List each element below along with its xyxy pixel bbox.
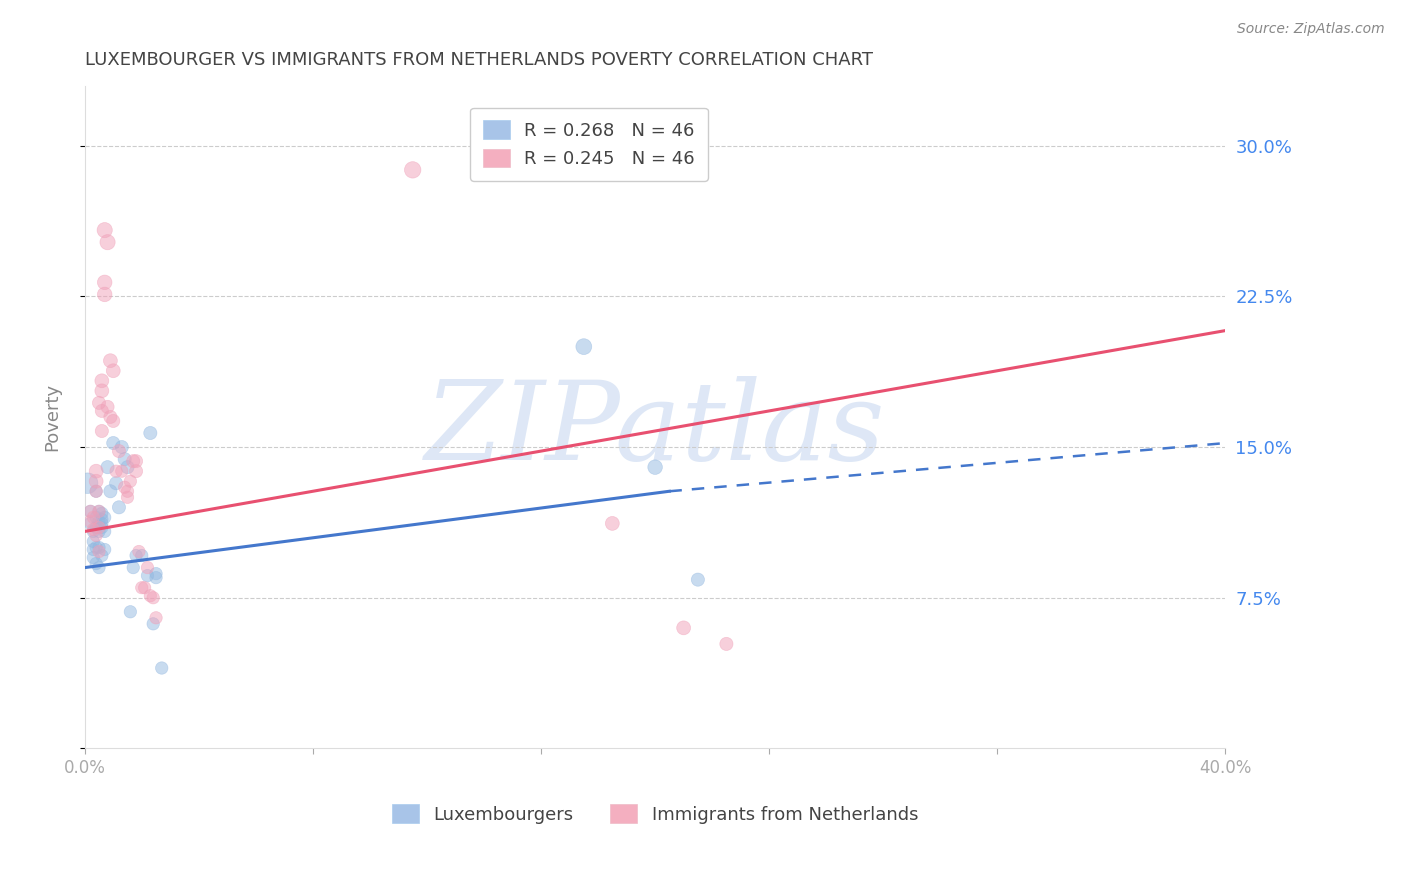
Text: Source: ZipAtlas.com: Source: ZipAtlas.com: [1237, 22, 1385, 37]
Point: [117, 484, 139, 499]
Y-axis label: Poverty: Poverty: [44, 383, 60, 451]
Point: [82, 534, 104, 549]
Point: [108, 444, 131, 458]
Point: [84, 557, 107, 571]
Point: [103, 436, 125, 450]
Point: [716, 637, 738, 651]
Point: [111, 464, 134, 478]
Point: [142, 616, 165, 631]
Point: [136, 560, 159, 574]
Point: [100, 409, 122, 424]
Point: [145, 566, 167, 581]
Point: [90, 374, 112, 388]
Point: [82, 542, 104, 557]
Point: [79, 504, 101, 518]
Point: [79, 515, 101, 529]
Point: [79, 504, 101, 518]
Point: [90, 384, 112, 398]
Point: [100, 353, 122, 368]
Point: [134, 581, 156, 595]
Point: [125, 464, 148, 478]
Point: [87, 560, 110, 574]
Point: [93, 223, 115, 237]
Point: [120, 474, 142, 488]
Point: [114, 452, 136, 467]
Point: [103, 414, 125, 428]
Point: [111, 440, 134, 454]
Point: [93, 542, 115, 557]
Point: [644, 460, 666, 475]
Text: LUXEMBOURGER VS IMMIGRANTS FROM NETHERLANDS POVERTY CORRELATION CHART: LUXEMBOURGER VS IMMIGRANTS FROM NETHERLA…: [84, 51, 873, 69]
Point: [96, 400, 118, 414]
Point: [84, 484, 107, 499]
Point: [82, 523, 104, 537]
Point: [122, 560, 145, 574]
Point: [108, 500, 131, 515]
Point: [84, 520, 107, 534]
Point: [131, 549, 153, 563]
Point: [84, 528, 107, 542]
Point: [76, 476, 98, 491]
Point: [125, 549, 148, 563]
Point: [90, 512, 112, 526]
Point: [87, 520, 110, 534]
Point: [145, 571, 167, 585]
Point: [82, 510, 104, 524]
Point: [139, 425, 162, 440]
Point: [93, 276, 115, 290]
Point: [90, 404, 112, 418]
Point: [572, 340, 595, 354]
Point: [82, 550, 104, 565]
Point: [602, 516, 624, 531]
Legend: Luxembourgers, Immigrants from Netherlands: Luxembourgers, Immigrants from Netherlan…: [385, 797, 925, 831]
Point: [139, 589, 162, 603]
Point: [128, 544, 150, 558]
Point: [145, 611, 167, 625]
Point: [84, 510, 107, 524]
Point: [402, 162, 425, 177]
Point: [84, 484, 107, 499]
Point: [114, 480, 136, 494]
Point: [103, 364, 125, 378]
Point: [87, 504, 110, 518]
Point: [90, 516, 112, 531]
Point: [90, 507, 112, 521]
Point: [150, 661, 173, 675]
Point: [125, 454, 148, 468]
Point: [90, 424, 112, 438]
Point: [136, 568, 159, 582]
Point: [87, 541, 110, 555]
Point: [84, 541, 107, 555]
Point: [90, 520, 112, 534]
Point: [105, 464, 128, 478]
Point: [93, 510, 115, 524]
Point: [105, 476, 128, 491]
Point: [87, 544, 110, 558]
Point: [93, 287, 115, 301]
Point: [90, 549, 112, 563]
Text: ZIPatlas: ZIPatlas: [425, 376, 886, 484]
Point: [122, 454, 145, 468]
Point: [93, 524, 115, 539]
Point: [87, 504, 110, 518]
Point: [131, 581, 153, 595]
Point: [117, 460, 139, 475]
Point: [117, 490, 139, 504]
Point: [96, 235, 118, 250]
Point: [120, 605, 142, 619]
Point: [87, 524, 110, 539]
Point: [87, 396, 110, 410]
Point: [79, 516, 101, 531]
Point: [84, 474, 107, 488]
Point: [84, 464, 107, 478]
Point: [96, 460, 118, 475]
Point: [686, 573, 709, 587]
Point: [142, 591, 165, 605]
Point: [100, 484, 122, 499]
Point: [82, 524, 104, 539]
Point: [87, 515, 110, 529]
Point: [672, 621, 695, 635]
